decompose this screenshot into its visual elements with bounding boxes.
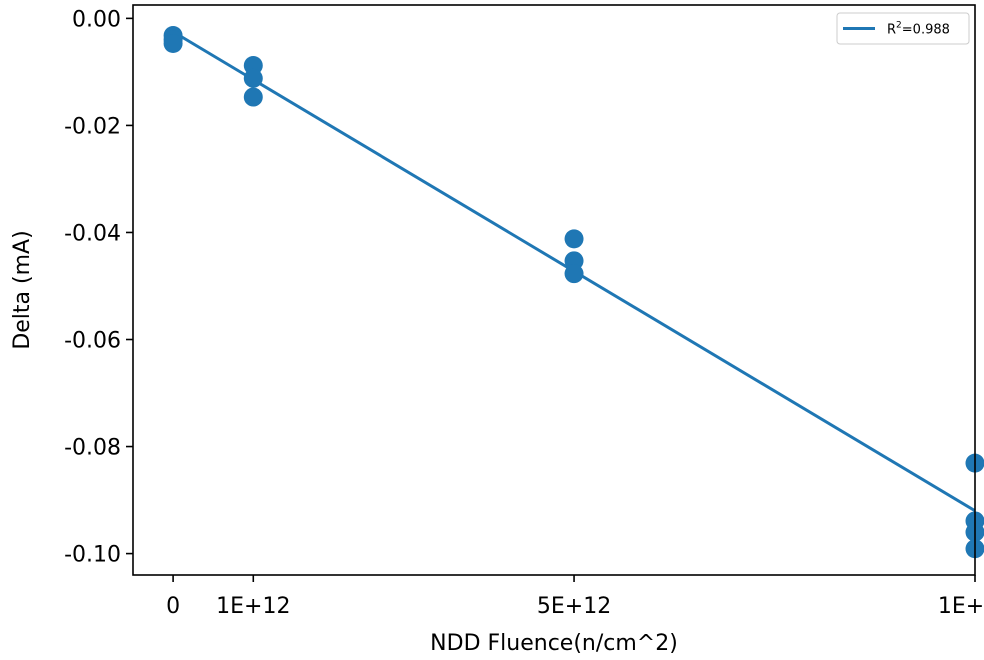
- x-tick-label: 1E+13: [938, 594, 984, 619]
- y-axis: 0.00 -0.02 -0.04 -0.06 -0.08 -0.10: [64, 7, 133, 568]
- x-axis: 0 1E+12 5E+12 1E+13: [166, 575, 984, 619]
- data-point: [163, 34, 183, 54]
- data-point: [243, 87, 263, 107]
- x-tick-label: 5E+12: [537, 594, 611, 619]
- x-tick-label: 0: [166, 594, 180, 619]
- x-tick-label: 1E+12: [216, 594, 290, 619]
- legend-label-base: R: [887, 23, 896, 38]
- points-layer: [163, 26, 984, 559]
- legend: R2=0.988: [836, 12, 970, 45]
- data-point: [564, 264, 584, 284]
- data-point: [564, 229, 584, 249]
- y-tick-label: -0.10: [64, 543, 121, 568]
- y-tick-label: -0.06: [64, 329, 121, 354]
- legend-label-value: =0.988: [902, 23, 950, 38]
- y-axis-label: Delta (mA): [10, 230, 35, 349]
- legend-label-superscript: 2: [896, 21, 902, 31]
- legend-label: R2=0.988: [887, 21, 950, 38]
- y-tick-label: -0.08: [64, 436, 121, 461]
- data-point: [243, 68, 263, 88]
- y-tick-label: -0.04: [64, 221, 121, 246]
- plot-frame: [132, 4, 976, 576]
- y-tick-label: 0.00: [72, 7, 121, 32]
- x-axis-label: NDD Fluence(n/cm^2): [430, 631, 678, 656]
- y-tick-label: -0.02: [64, 114, 121, 139]
- legend-box: [836, 12, 970, 45]
